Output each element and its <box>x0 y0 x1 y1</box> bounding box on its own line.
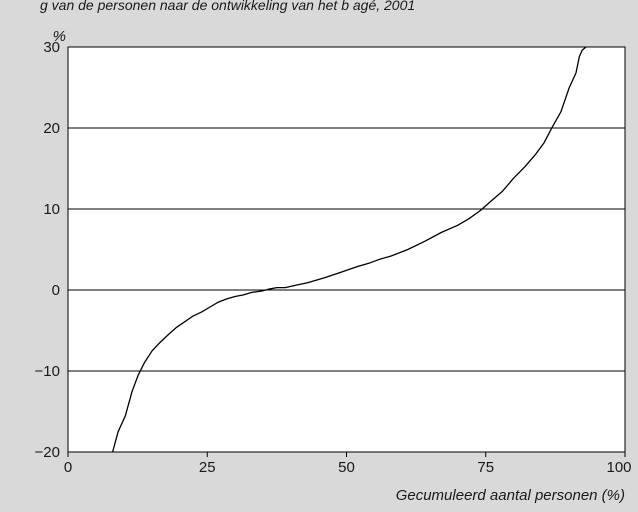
y-tick-label: 20 <box>43 120 60 137</box>
chart-caption-fragment: g van de personen naar de ontwikkeling v… <box>40 0 415 13</box>
y-tick-label: 0 <box>52 282 60 299</box>
x-tick-label: 0 <box>64 459 72 476</box>
plot-area <box>68 47 625 452</box>
x-tick-label: 25 <box>199 459 216 476</box>
y-tick-label: 10 <box>43 201 60 218</box>
y-tick-label: 30 <box>43 39 60 56</box>
y-tick-label: −10 <box>35 363 60 380</box>
y-axis-label: % <box>53 28 66 45</box>
x-tick-label: 75 <box>477 459 494 476</box>
y-tick-label: −20 <box>35 444 60 461</box>
x-axis-label: Gecumuleerd aantal personen (%) <box>396 487 625 504</box>
x-tick-label: 100 <box>606 459 631 476</box>
x-tick-label: 50 <box>338 459 355 476</box>
series-line <box>111 46 587 453</box>
